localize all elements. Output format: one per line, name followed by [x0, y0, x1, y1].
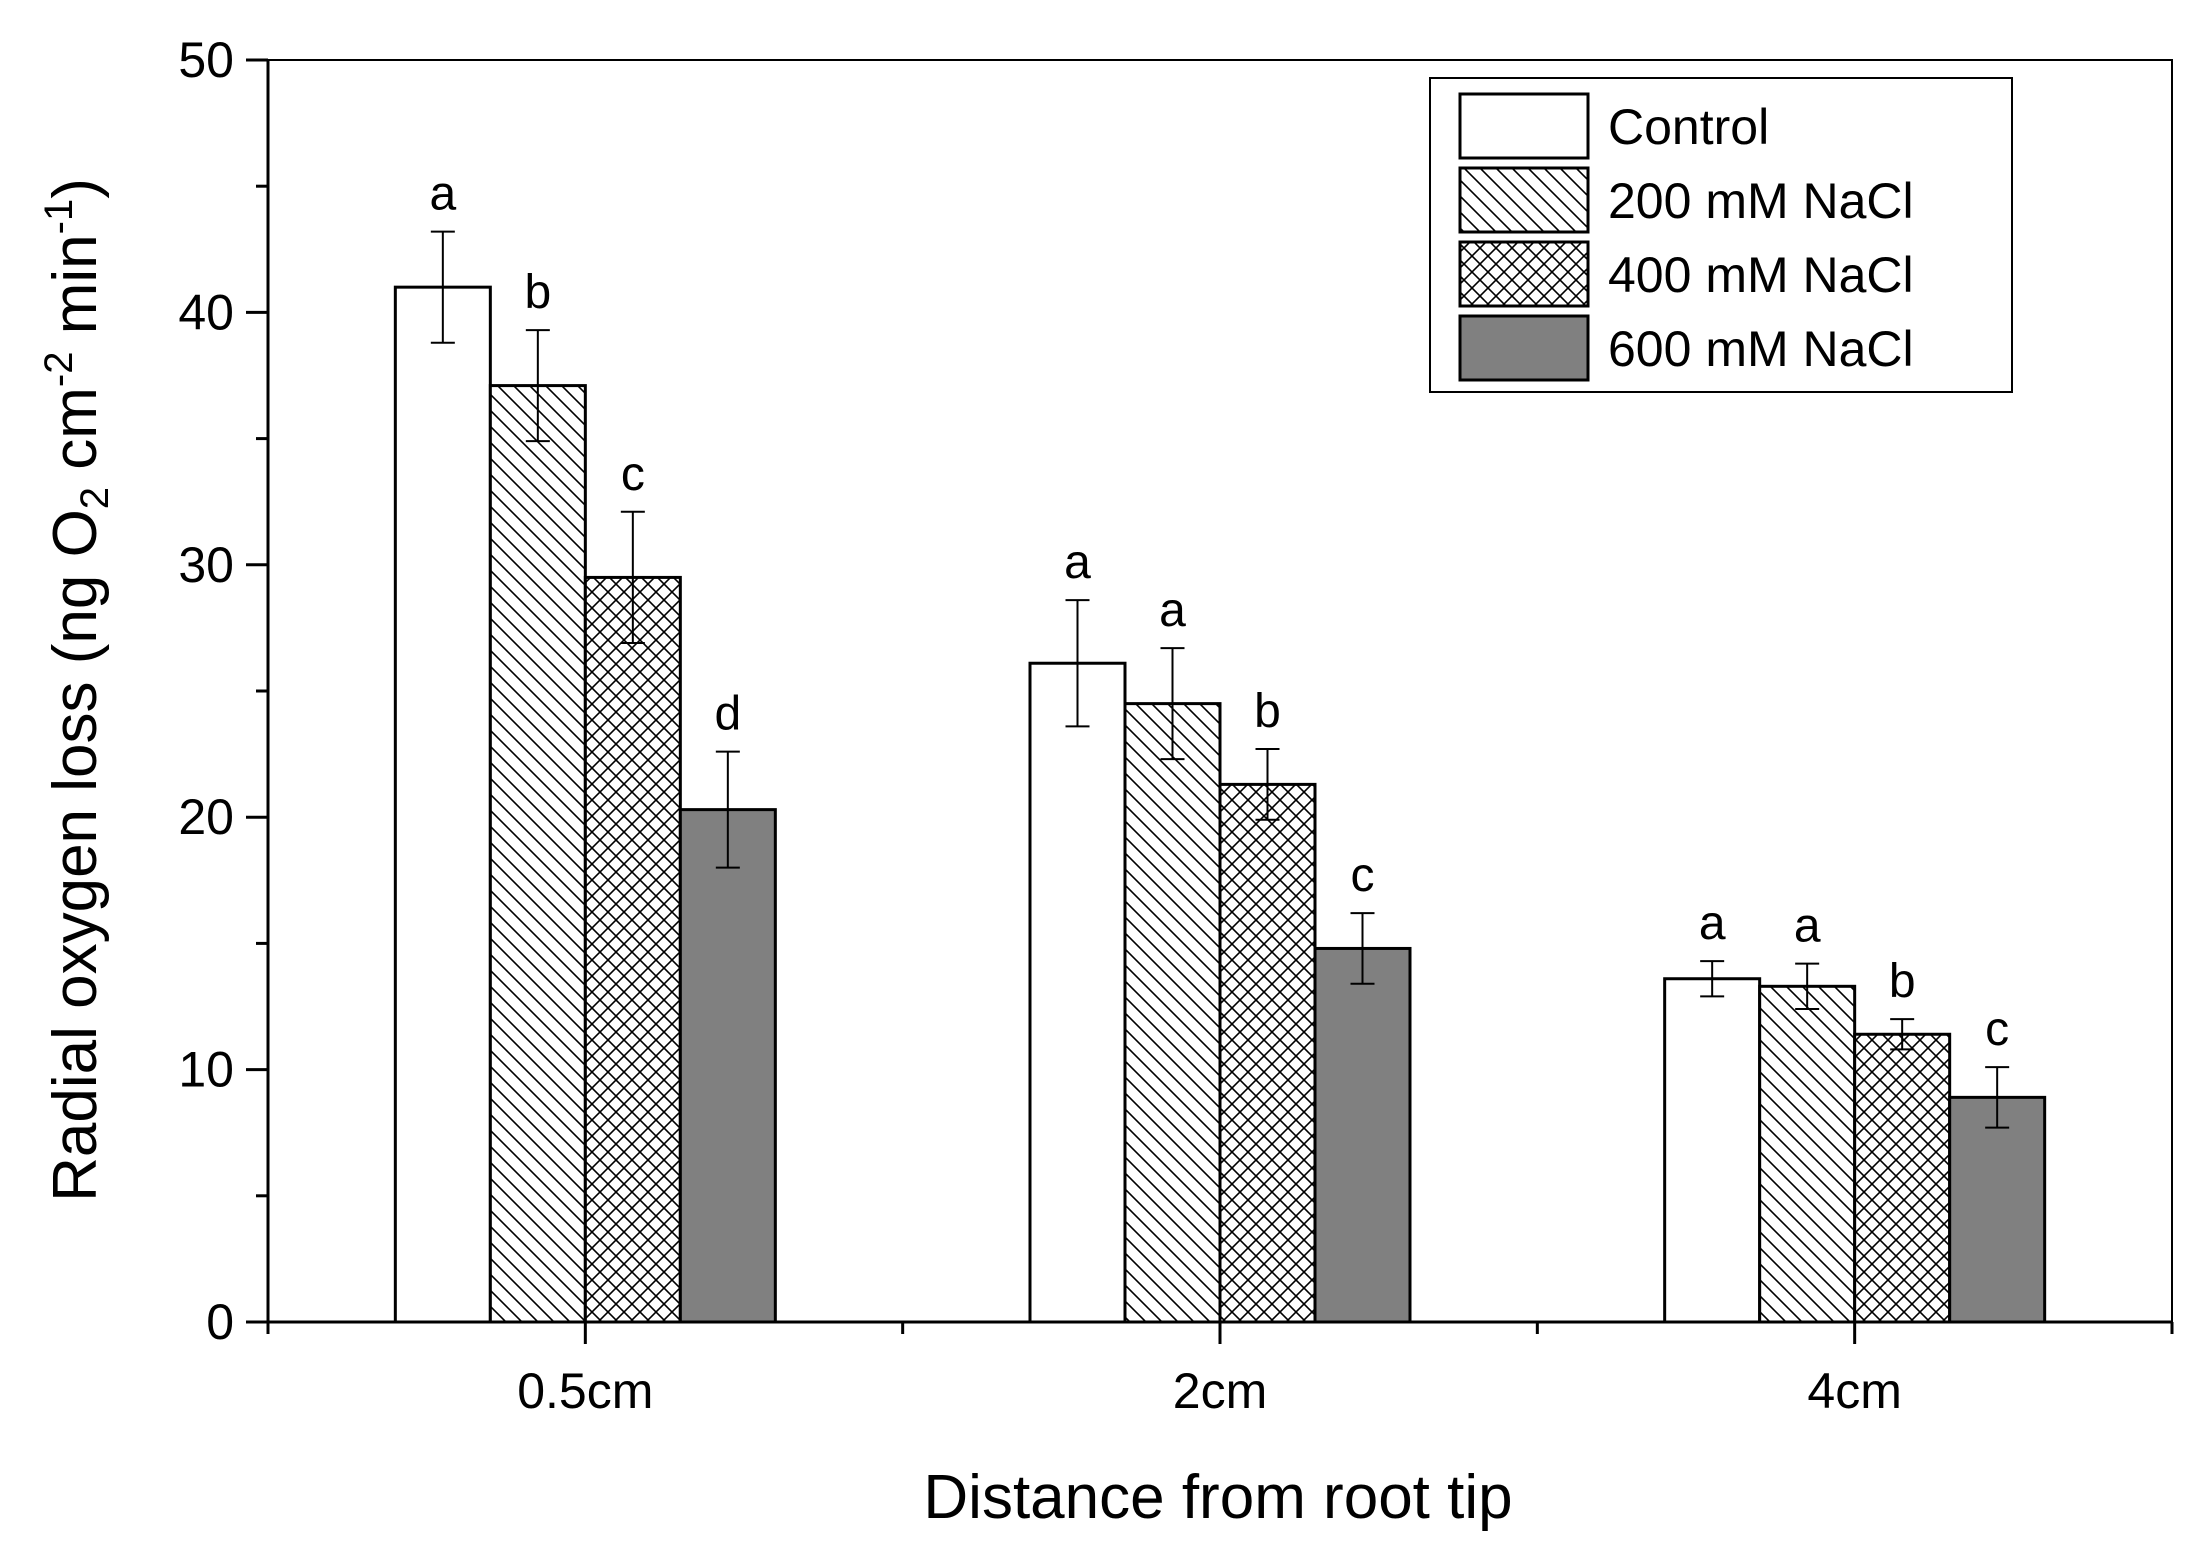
significance-letter: b: [1889, 955, 1916, 1008]
legend: Control 200 mM NaCl 400 mM NaCl 600 mM NaCl: [1429, 77, 2013, 393]
legend-label: 400 mM NaCl: [1608, 247, 1914, 303]
bar: [393, 285, 492, 1324]
x-tick-label: 4cm: [1807, 1363, 1901, 1419]
bar: [1853, 1032, 1952, 1324]
significance-letter: c: [1985, 1003, 2009, 1056]
y-tick-label: 0: [206, 1294, 234, 1350]
y-tick-label: 40: [178, 284, 234, 340]
significance-letter: a: [1794, 900, 1821, 953]
y-tick-label: 50: [178, 32, 234, 88]
legend-label: 600 mM NaCl: [1608, 321, 1914, 377]
significance-letter: d: [714, 688, 741, 741]
significance-letter: a: [1064, 536, 1091, 589]
legend-swatch: [1458, 240, 1590, 308]
bar: [1123, 702, 1222, 1324]
y-tick-label: 30: [178, 537, 234, 593]
bar: [583, 575, 682, 1324]
significance-letter: a: [1699, 897, 1726, 950]
x-axis-title: Distance from root tip: [923, 1463, 1512, 1532]
x-tick-label: 2cm: [1173, 1363, 1267, 1419]
legend-swatch: [1458, 166, 1590, 234]
significance-letter: c: [621, 448, 645, 501]
legend-swatch: [1458, 314, 1590, 382]
y-tick-label: 10: [178, 1042, 234, 1098]
bar: [1218, 782, 1317, 1324]
y-axis-title: Radial oxygen loss (ng O2 cm-2 min-1): [37, 178, 117, 1202]
y-axis: 0 10 20 30 40 50: [178, 32, 270, 1350]
legend-label: Control: [1608, 99, 1769, 155]
legend-swatch: [1458, 92, 1590, 160]
bar: [1028, 661, 1127, 1324]
x-axis: 0.5cm 2cm 4cm: [266, 1320, 2174, 1419]
significance-letter: b: [1254, 685, 1281, 738]
x-tick-label: 0.5cm: [517, 1363, 653, 1419]
legend-label: 200 mM NaCl: [1608, 173, 1914, 229]
significance-letter: a: [429, 168, 456, 221]
bar: [1758, 984, 1857, 1324]
bars: a b c d a a b c a a b c: [393, 168, 2047, 1324]
significance-letter: c: [1351, 849, 1375, 902]
significance-letter: a: [1159, 584, 1186, 637]
bar: [488, 384, 587, 1324]
significance-letter: b: [524, 266, 551, 319]
bar: [1948, 1095, 2047, 1324]
bar: [1313, 946, 1412, 1324]
y-tick-label: 20: [178, 789, 234, 845]
bar: [1663, 977, 1762, 1324]
bar: [678, 808, 777, 1324]
